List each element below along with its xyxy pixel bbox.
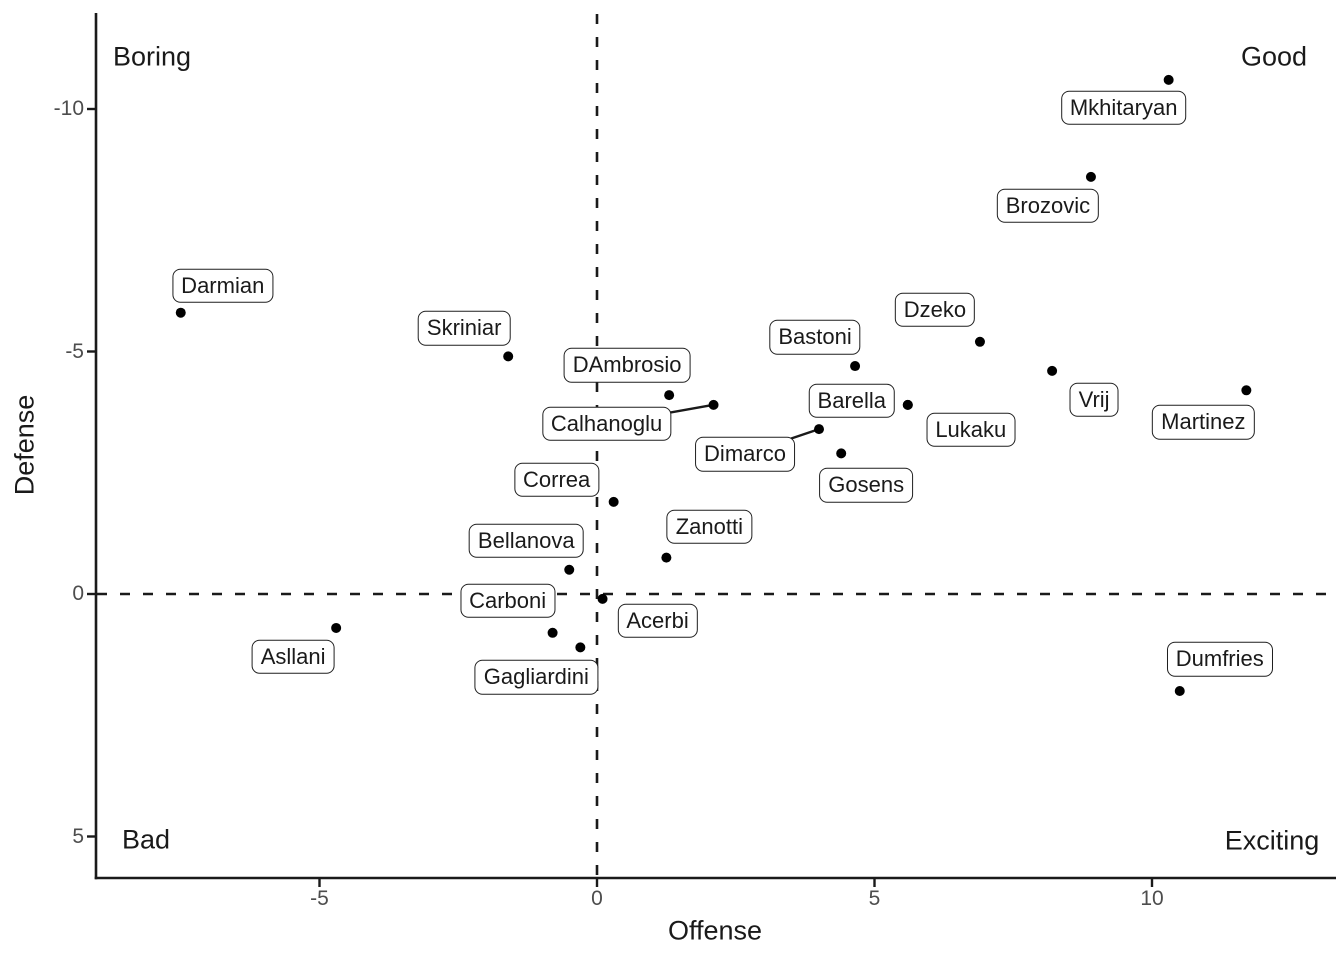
player-label-brozovic: Brozovic	[996, 188, 1100, 224]
data-point-mkhitaryan	[1163, 74, 1174, 85]
y-tick-label: 0	[72, 582, 84, 605]
y-axis-title: Defense	[9, 394, 40, 496]
player-label-correa: Correa	[514, 462, 600, 498]
player-label-zanotti: Zanotti	[666, 509, 753, 544]
quadrant-label-bottom-left: Bad	[121, 824, 171, 855]
player-label-mkhitaryan: Mkhitaryan	[1060, 90, 1187, 126]
data-point-zanotti	[661, 552, 672, 563]
player-label-bellanova: Bellanova	[468, 523, 584, 558]
data-point-martinez	[1241, 385, 1252, 396]
data-point-dambrosio	[664, 390, 675, 401]
x-tick-label: 10	[1140, 887, 1164, 910]
player-label-carboni: Carboni	[460, 583, 556, 619]
player-label-calhanoglu: Calhanoglu	[541, 406, 672, 442]
data-point-gosens	[836, 448, 847, 459]
player-label-martinez: Martinez	[1152, 405, 1255, 440]
player-label-acerbi: Acerbi	[617, 603, 698, 639]
data-point-calhanoglu	[708, 399, 719, 410]
x-tick-label: -5	[310, 887, 329, 910]
data-point-carboni	[547, 627, 558, 638]
player-label-skriniar: Skriniar	[417, 311, 511, 346]
data-point-lukaku	[902, 399, 913, 410]
data-point-dimarco	[814, 424, 824, 435]
x-axis-title: Offense	[667, 915, 763, 946]
player-label-dzeko: Dzeko	[894, 292, 976, 328]
data-point-correa	[608, 496, 619, 507]
data-point-vrij	[1047, 365, 1058, 376]
data-point-acerbi	[597, 593, 608, 604]
data-point-brozovic	[1085, 171, 1096, 182]
data-point-asllani	[331, 622, 342, 633]
player-label-vrij: Vrij	[1069, 382, 1119, 418]
player-label-asllani: Asllani	[251, 639, 335, 675]
y-tick-label: 5	[72, 824, 84, 848]
quadrant-label-top-left: Boring	[112, 41, 192, 72]
data-point-bellanova	[564, 564, 575, 575]
x-tick-label: 0	[591, 887, 603, 910]
player-label-lukaku: Lukaku	[926, 412, 1016, 448]
data-point-dzeko	[974, 336, 985, 347]
player-label-gagliardini: Gagliardini	[474, 660, 598, 695]
player-label-dambrosio: DAmbrosio	[563, 347, 691, 383]
data-point-gagliardini	[575, 642, 586, 653]
player-label-darmian: Darmian	[172, 268, 274, 303]
data-point-darmian	[175, 307, 186, 318]
quadrant-label-top-right: Good	[1240, 41, 1308, 72]
data-point-dumfries	[1174, 686, 1185, 696]
data-point-skriniar	[503, 351, 514, 362]
player-label-gosens: Gosens	[819, 468, 914, 503]
player-label-dumfries: Dumfries	[1166, 641, 1273, 677]
data-point-bastoni	[850, 361, 861, 372]
player-label-bastoni: Bastoni	[769, 319, 861, 355]
player-label-barella: Barella	[808, 383, 896, 419]
x-tick-label: 5	[868, 887, 881, 910]
player-label-dimarco: Dimarco	[695, 436, 795, 472]
y-tick-label: -5	[65, 339, 84, 363]
quadrant-label-bottom-right: Exciting	[1224, 825, 1320, 856]
y-tick-label: -10	[53, 97, 84, 120]
